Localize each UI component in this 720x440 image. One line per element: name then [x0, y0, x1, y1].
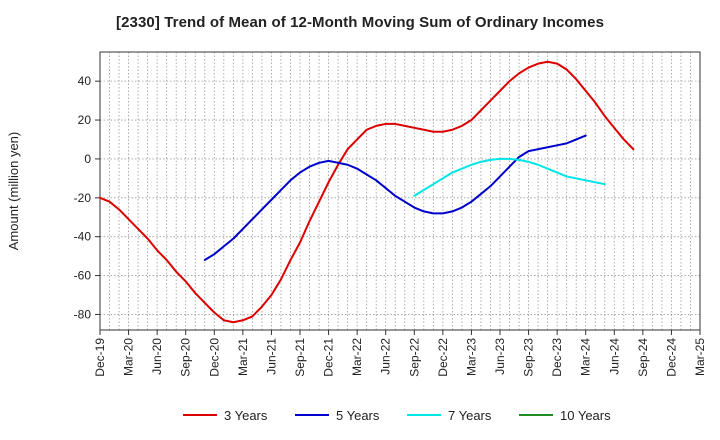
x-tick-label: Mar-23: [464, 338, 478, 376]
x-tick-label: Sep-23: [522, 338, 536, 377]
x-tick-label: Mar-20: [122, 338, 136, 376]
x-tick-label: Jun-23: [493, 338, 507, 375]
y-tick-label: 0: [84, 152, 91, 166]
x-tick-label: Mar-22: [350, 338, 364, 376]
legend-label: 7 Years: [448, 408, 492, 423]
x-tick-label: Dec-21: [322, 338, 336, 377]
x-tick-label: Dec-23: [550, 338, 564, 377]
series-line-7-years: [413, 157, 606, 197]
plot-frame: [99, 51, 701, 331]
x-tick-label: Sep-22: [407, 338, 421, 377]
x-tick-label: Jun-24: [607, 338, 621, 375]
x-tick-label: Jun-20: [150, 338, 164, 375]
y-tick-label: -60: [74, 269, 92, 283]
series-line-3-years: [99, 60, 635, 324]
legend-label: 5 Years: [336, 408, 380, 423]
y-tick-label: -80: [74, 307, 92, 321]
x-tick-label: Dec-19: [93, 338, 107, 377]
legend-label: 10 Years: [560, 408, 611, 423]
x-tick-label: Jun-22: [379, 338, 393, 375]
x-tick-label: Dec-24: [664, 338, 678, 377]
y-tick-label: -20: [74, 191, 92, 205]
y-tick-label: 40: [78, 74, 92, 88]
chart-title: [2330] Trend of Mean of 12-Month Moving …: [115, 14, 605, 31]
y-tick-label: -40: [74, 230, 92, 244]
x-tick-label: Sep-20: [179, 338, 193, 377]
y-tick-label: 20: [78, 113, 92, 127]
legend-label: 3 Years: [224, 408, 268, 423]
x-tick-label: Mar-21: [236, 338, 250, 376]
plot-area: [100, 52, 700, 330]
series-line-5-years: [203, 134, 587, 262]
x-tick-label: Dec-20: [207, 338, 221, 377]
x-tick-label: Jun-21: [264, 338, 278, 375]
x-tick-label: Sep-24: [636, 338, 650, 377]
x-tick-label: Sep-21: [293, 338, 307, 377]
x-tick-label: Mar-24: [579, 338, 593, 376]
x-tick-label: Mar-25: [693, 338, 707, 376]
x-tick-label: Dec-22: [436, 338, 450, 377]
y-axis-title: Amount (million yen): [6, 132, 21, 251]
